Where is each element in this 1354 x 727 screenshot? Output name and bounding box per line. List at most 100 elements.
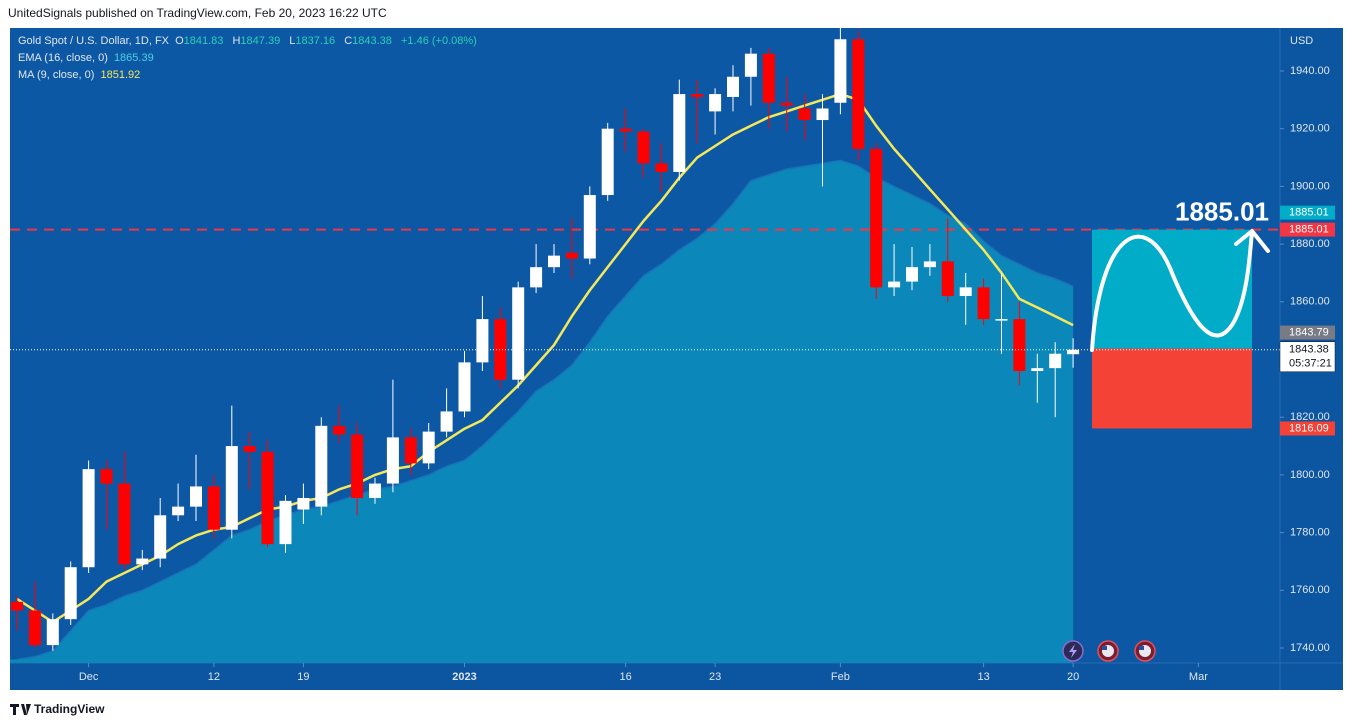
candle-body bbox=[11, 601, 23, 611]
ema-line bbox=[16, 159, 1074, 661]
ohlc-value: 1841.83 bbox=[183, 35, 224, 47]
legend-ema: EMA (16, close, 0) 1865.39 bbox=[18, 52, 157, 64]
x-tick-label: 12 bbox=[208, 671, 220, 683]
candle-body bbox=[261, 451, 274, 545]
candle-body bbox=[333, 425, 346, 435]
price-label-box bbox=[1280, 205, 1335, 220]
candle-body bbox=[888, 281, 901, 288]
publish-header: UnitedSignals published on TradingView.c… bbox=[8, 6, 387, 20]
legend-main: Gold Spot / U.S. Dollar, 1D, FX O1841.83… bbox=[18, 35, 480, 47]
y-tick-label: 1940.00 bbox=[1290, 65, 1330, 77]
candle-body bbox=[673, 94, 686, 172]
candle-body bbox=[476, 319, 489, 363]
y-tick-label: 1920.00 bbox=[1290, 123, 1330, 135]
ohlc-letter: H bbox=[232, 35, 241, 47]
candle-body bbox=[494, 319, 507, 380]
axis-layer: USD1740.001760.001780.001800.001820.0018… bbox=[79, 35, 1336, 683]
price-label: 1816.09 bbox=[1289, 422, 1329, 434]
candle-body bbox=[1067, 349, 1080, 355]
x-tick-label: 20 bbox=[1067, 671, 1079, 683]
x-tick-label: Feb bbox=[831, 671, 850, 683]
candle-body bbox=[941, 261, 954, 297]
candle-body bbox=[798, 108, 811, 121]
candle-body bbox=[744, 53, 757, 77]
candle-body bbox=[1031, 368, 1044, 372]
candle-body bbox=[923, 261, 936, 268]
y-tick-label: 1800.00 bbox=[1290, 469, 1330, 481]
candle-body bbox=[959, 287, 972, 297]
legend-ohlc: L1837.16 bbox=[289, 35, 338, 47]
candle-body bbox=[619, 128, 632, 132]
candle-body bbox=[977, 287, 990, 320]
candle-body bbox=[207, 486, 220, 530]
price-label: 1885.01 bbox=[1289, 207, 1329, 219]
candle-body bbox=[583, 195, 596, 259]
candle-body bbox=[906, 267, 918, 282]
x-tick-label: 16 bbox=[619, 671, 631, 683]
candle-body bbox=[870, 148, 883, 288]
candle-body bbox=[1049, 353, 1062, 369]
footer-logo bbox=[10, 704, 31, 715]
price-label: 1885.01 bbox=[1289, 224, 1329, 236]
candle-body bbox=[530, 267, 543, 288]
legend-change: +1.46 (+0.08%) bbox=[400, 35, 477, 47]
y-unit-label: USD bbox=[1290, 35, 1313, 47]
legend-ohlc: C1843.38 bbox=[344, 35, 395, 47]
x-tick-label: 19 bbox=[297, 671, 309, 683]
ohlc-letter: O bbox=[175, 35, 184, 47]
legend-ma: MA (9, close, 0) 1851.92 bbox=[18, 69, 143, 81]
candle-body bbox=[565, 252, 578, 259]
ohlc-value: 1847.39 bbox=[240, 35, 281, 47]
x-tick-label: 2023 bbox=[452, 671, 476, 683]
y-tick-label: 1880.00 bbox=[1290, 238, 1330, 250]
candle-body bbox=[100, 469, 113, 484]
ohlc-value: 1843.38 bbox=[352, 35, 392, 47]
candle-body bbox=[190, 486, 202, 507]
candle-body bbox=[225, 446, 238, 530]
candle-body bbox=[422, 431, 435, 464]
candle-body bbox=[46, 619, 59, 646]
legend-series-name: MA (9, close, 0) bbox=[18, 69, 95, 81]
last-price-box bbox=[1279, 341, 1336, 372]
candle-body bbox=[297, 497, 310, 510]
candle-body bbox=[834, 39, 847, 103]
y-tick-label: 1740.00 bbox=[1290, 642, 1330, 654]
candle-body bbox=[172, 506, 185, 516]
candle-body bbox=[386, 437, 399, 484]
x-tick-label: Dec bbox=[79, 671, 99, 683]
x-tick-label: Mar bbox=[1189, 671, 1208, 683]
legend-title: Gold Spot / U.S. Dollar, 1D, FX bbox=[18, 35, 170, 47]
area-layer bbox=[10, 159, 1074, 664]
price-label: 1843.79 bbox=[1289, 326, 1329, 338]
candle-body bbox=[369, 483, 381, 498]
flag-glyph bbox=[1102, 646, 1107, 650]
price-label-box bbox=[1280, 222, 1335, 237]
candle-body bbox=[440, 411, 453, 432]
ema-area bbox=[10, 160, 1074, 664]
countdown-label: 05:37:21 bbox=[1289, 358, 1332, 370]
footer-brand: TradingView bbox=[34, 702, 105, 716]
y-tick-label: 1780.00 bbox=[1290, 527, 1330, 539]
candle-body bbox=[601, 128, 614, 196]
target-annotation: 1885.01 bbox=[1175, 197, 1269, 227]
y-tick-label: 1760.00 bbox=[1290, 584, 1330, 596]
ohlc-letter: L bbox=[289, 35, 296, 47]
candle-body bbox=[816, 108, 829, 121]
legend-series-value: 1865.39 bbox=[113, 52, 154, 64]
drawn-arrowhead bbox=[1234, 229, 1270, 253]
candle-body bbox=[315, 425, 328, 507]
ma-line bbox=[16, 92, 1074, 624]
candle-body bbox=[995, 319, 1008, 321]
x-tick-label: 23 bbox=[709, 671, 721, 683]
stop-zone bbox=[1092, 348, 1252, 429]
price-label-box bbox=[1280, 325, 1335, 340]
candle-body bbox=[1013, 319, 1026, 372]
event-icon-glyph bbox=[1069, 644, 1077, 658]
candle-body bbox=[691, 94, 704, 97]
candle-body bbox=[82, 469, 95, 568]
candle-body bbox=[762, 53, 775, 103]
candle-body bbox=[727, 76, 739, 97]
candle-body bbox=[28, 610, 41, 646]
